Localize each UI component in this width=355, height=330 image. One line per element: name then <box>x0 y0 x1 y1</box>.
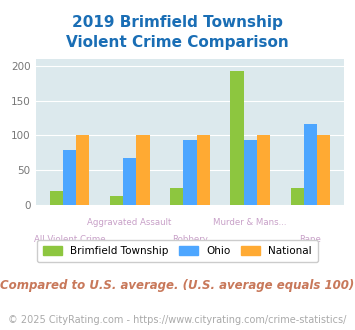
Bar <box>50 191 63 205</box>
Text: Murder & Mans...: Murder & Mans... <box>213 218 287 227</box>
Bar <box>257 135 270 205</box>
Bar <box>183 140 197 205</box>
Bar <box>230 71 244 205</box>
Bar <box>317 135 330 205</box>
Bar <box>244 140 257 205</box>
Text: Compared to U.S. average. (U.S. average equals 100): Compared to U.S. average. (U.S. average … <box>0 279 355 292</box>
Bar <box>110 196 123 205</box>
Text: Robbery: Robbery <box>172 235 208 244</box>
Text: Rape: Rape <box>300 235 321 244</box>
Bar <box>304 124 317 205</box>
Legend: Brimfield Township, Ohio, National: Brimfield Township, Ohio, National <box>37 240 318 262</box>
Bar <box>123 158 136 205</box>
Text: Violent Crime Comparison: Violent Crime Comparison <box>66 35 289 50</box>
Bar <box>136 135 149 205</box>
Text: All Violent Crime: All Violent Crime <box>34 235 105 244</box>
Text: © 2025 CityRating.com - https://www.cityrating.com/crime-statistics/: © 2025 CityRating.com - https://www.city… <box>8 315 347 325</box>
Text: 2019 Brimfield Township: 2019 Brimfield Township <box>72 15 283 30</box>
Bar <box>170 188 183 205</box>
Bar <box>63 150 76 205</box>
Bar <box>76 135 89 205</box>
Bar <box>290 188 304 205</box>
Bar <box>197 135 210 205</box>
Text: Aggravated Assault: Aggravated Assault <box>87 218 172 227</box>
